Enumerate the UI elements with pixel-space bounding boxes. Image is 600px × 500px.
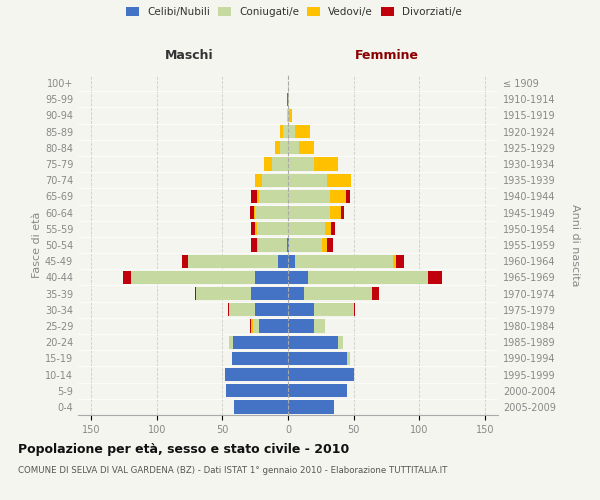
Bar (251, 190, 257, 203)
Bar (328, 174, 351, 187)
Bar (131, 270, 255, 284)
Bar (257, 190, 259, 203)
Bar (255, 206, 288, 220)
Bar (325, 222, 331, 235)
Bar (288, 92, 289, 106)
Bar (372, 287, 379, 300)
Bar (265, 158, 272, 170)
Bar (287, 109, 288, 122)
Bar (288, 384, 347, 398)
Bar (226, 384, 288, 398)
Bar (346, 190, 350, 203)
Bar (262, 174, 288, 187)
Bar (280, 141, 288, 154)
Bar (229, 303, 255, 316)
Text: Femmine: Femmine (355, 49, 418, 62)
Bar (288, 206, 330, 220)
Bar (328, 238, 332, 252)
Bar (331, 222, 335, 235)
Bar (295, 125, 310, 138)
Bar (428, 270, 442, 284)
Bar (232, 352, 288, 365)
Bar (255, 303, 288, 316)
Bar (288, 303, 314, 316)
Bar (257, 222, 288, 235)
Bar (288, 368, 353, 381)
Bar (250, 320, 251, 332)
Bar (330, 190, 346, 203)
Bar (288, 125, 295, 138)
Bar (288, 287, 304, 300)
Bar (196, 287, 251, 300)
Bar (280, 125, 283, 138)
Bar (347, 352, 350, 365)
Bar (288, 320, 314, 332)
Bar (287, 238, 288, 252)
Bar (289, 109, 292, 122)
Bar (275, 141, 280, 154)
Bar (288, 254, 295, 268)
Bar (250, 206, 254, 220)
Bar (341, 206, 344, 220)
Bar (308, 270, 428, 284)
Y-axis label: Fasce di età: Fasce di età (32, 212, 42, 278)
Bar (288, 174, 328, 187)
Bar (314, 158, 338, 170)
Bar (122, 270, 130, 284)
Bar (295, 254, 393, 268)
Bar (288, 190, 330, 203)
Bar (233, 336, 288, 349)
Text: Popolazione per età, sesso e stato civile - 2010: Popolazione per età, sesso e stato civil… (18, 442, 349, 456)
Bar (353, 303, 355, 316)
Bar (288, 400, 334, 413)
Y-axis label: Anni di nascita: Anni di nascita (569, 204, 580, 286)
Bar (288, 336, 338, 349)
Bar (225, 368, 288, 381)
Bar (251, 238, 257, 252)
Bar (251, 222, 255, 235)
Bar (259, 190, 288, 203)
Bar (288, 352, 347, 365)
Bar (288, 222, 325, 235)
Text: COMUNE DI SELVA DI VAL GARDENA (BZ) - Dati ISTAT 1° gennaio 2010 - Elaborazione : COMUNE DI SELVA DI VAL GARDENA (BZ) - Da… (18, 466, 448, 475)
Bar (299, 141, 314, 154)
Bar (322, 238, 328, 252)
Bar (393, 254, 395, 268)
Bar (182, 254, 188, 268)
Bar (258, 238, 287, 252)
Bar (287, 92, 288, 106)
Bar (272, 158, 288, 170)
Bar (255, 222, 257, 235)
Bar (288, 270, 308, 284)
Bar (255, 270, 288, 284)
Bar (338, 336, 343, 349)
Bar (288, 238, 289, 252)
Bar (395, 254, 404, 268)
Bar (229, 336, 233, 349)
Bar (188, 254, 277, 268)
Bar (288, 109, 289, 122)
Bar (257, 238, 258, 252)
Bar (251, 287, 288, 300)
Bar (289, 238, 322, 252)
Bar (227, 303, 229, 316)
Bar (277, 254, 288, 268)
Bar (251, 320, 253, 332)
Bar (254, 206, 255, 220)
Bar (234, 400, 288, 413)
Bar (314, 320, 325, 332)
Bar (288, 158, 314, 170)
Text: Maschi: Maschi (165, 49, 214, 62)
Bar (314, 303, 353, 316)
Bar (195, 287, 196, 300)
Bar (330, 206, 341, 220)
Bar (283, 125, 288, 138)
Legend: Celibi/Nubili, Coniugati/e, Vedovi/e, Divorziati/e: Celibi/Nubili, Coniugati/e, Vedovi/e, Di… (124, 5, 464, 20)
Bar (304, 287, 372, 300)
Bar (255, 174, 262, 187)
Bar (253, 320, 259, 332)
Bar (259, 320, 288, 332)
Bar (288, 141, 299, 154)
